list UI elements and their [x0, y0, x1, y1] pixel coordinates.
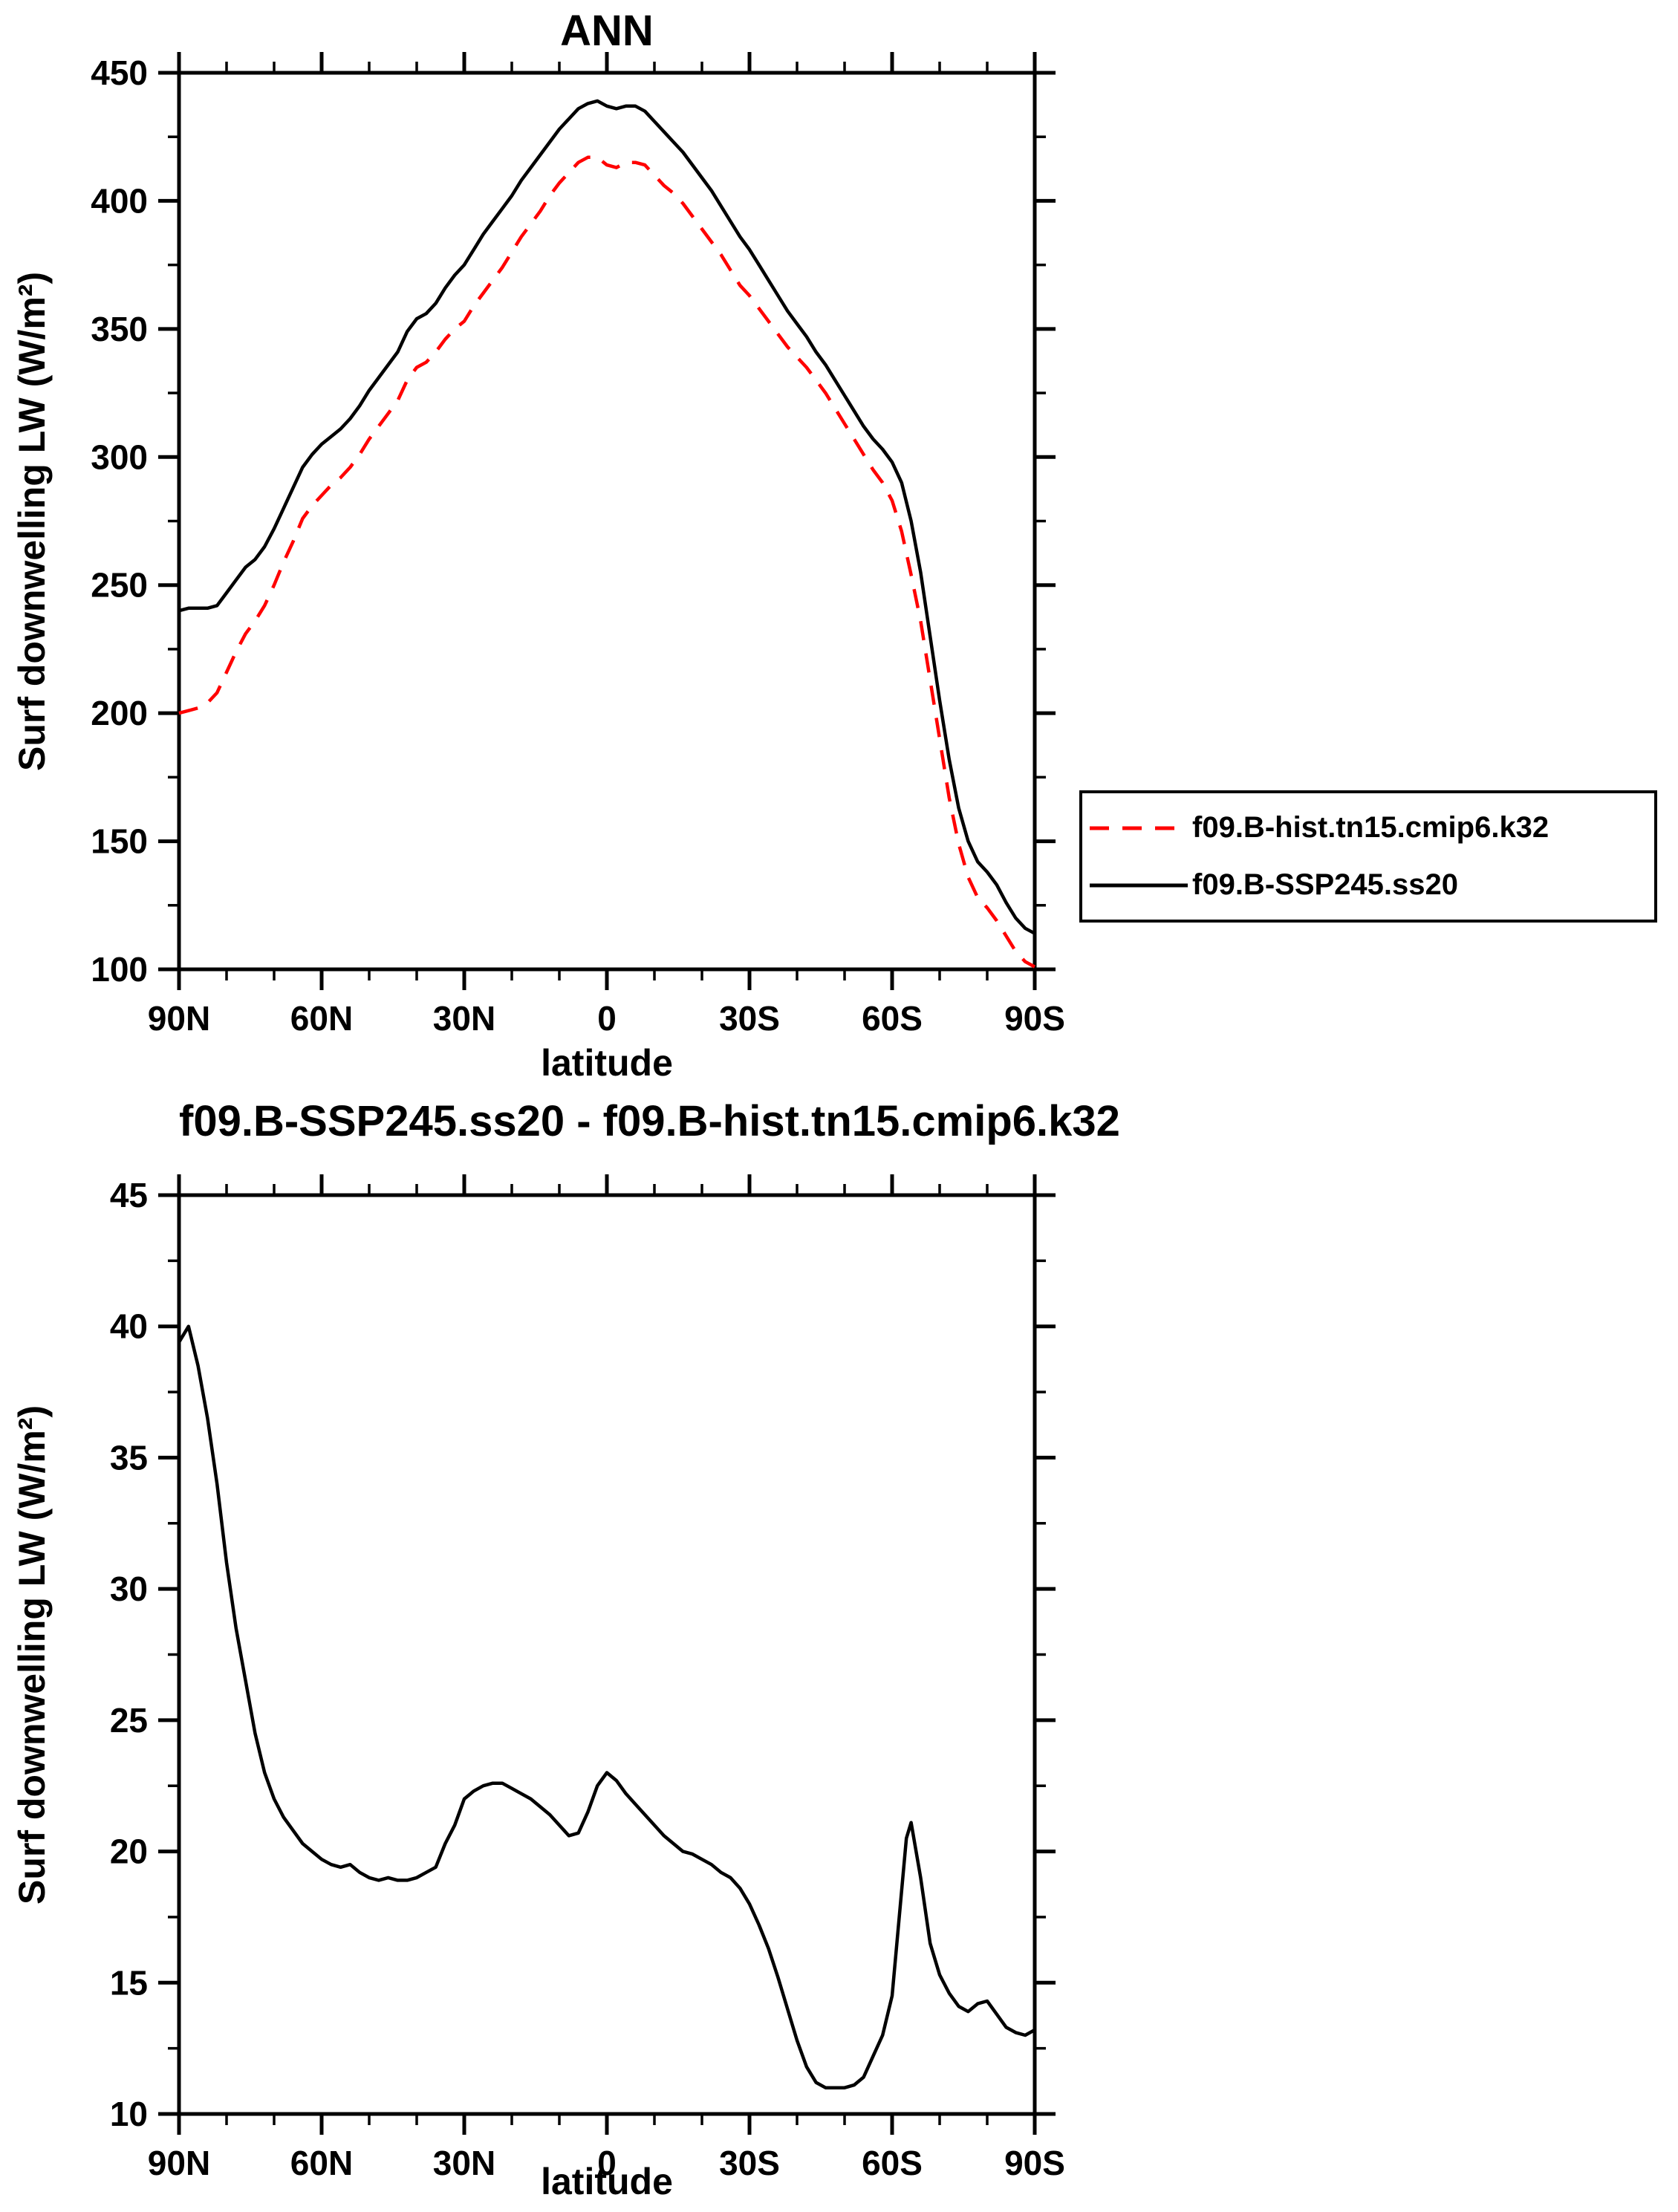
svg-text:30S: 30S	[719, 2144, 780, 2182]
svg-text:100: 100	[91, 950, 148, 989]
svg-text:250: 250	[91, 566, 148, 605]
svg-text:60N: 60N	[290, 2144, 353, 2182]
svg-text:30N: 30N	[433, 999, 495, 1038]
svg-text:350: 350	[91, 310, 148, 348]
svg-text:90S: 90S	[1004, 999, 1065, 1038]
svg-text:0: 0	[597, 999, 617, 1038]
legend-row-hist: f09.B-hist.tn15.cmip6.k32	[1090, 811, 1647, 845]
difference-chart-x-axis-label: latitude	[541, 2161, 673, 2202]
difference-chart-y-axis-label: Surf downwelling LW (W/m²)	[11, 1405, 53, 1904]
svg-text:0: 0	[597, 2144, 617, 2182]
svg-text:150: 150	[91, 822, 148, 861]
svg-text:60S: 60S	[862, 2144, 923, 2182]
legend-solid-black-line-sample	[1090, 883, 1188, 887]
svg-text:10: 10	[110, 2095, 148, 2133]
svg-text:30: 30	[110, 1569, 148, 1608]
svg-text:450: 450	[91, 53, 148, 92]
ann-chart-title: ANN	[560, 7, 654, 55]
ann-chart-y-axis-label: Surf downwelling LW (W/m²)	[11, 271, 53, 771]
ann-chart-x-axis-label: latitude	[541, 1042, 673, 1084]
svg-text:15: 15	[110, 1963, 148, 2002]
svg-text:200: 200	[91, 694, 148, 732]
svg-text:400: 400	[91, 181, 148, 220]
difference-chart-plot-area: 90N 60N 30N 0 30S 60S 90S 10 15 20 25 30 35 40 45	[110, 1174, 1065, 2182]
svg-text:60N: 60N	[290, 999, 353, 1038]
legend: f09.B-hist.tn15.cmip6.k32 f09.B-SSP245.s…	[1079, 790, 1657, 923]
svg-text:60S: 60S	[862, 999, 923, 1038]
difference-chart-title: f09.B-SSP245.ss20 - f09.B-hist.tn15.cmip…	[179, 1097, 1120, 1145]
svg-text:300: 300	[91, 437, 148, 476]
legend-dashed-red-line-sample	[1090, 826, 1188, 830]
svg-text:20: 20	[110, 1832, 148, 1871]
svg-text:90N: 90N	[148, 999, 210, 1038]
svg-text:90N: 90N	[148, 2144, 210, 2182]
svg-text:35: 35	[110, 1438, 148, 1477]
svg-text:30N: 30N	[433, 2144, 495, 2182]
legend-label-ssp245: f09.B-SSP245.ss20	[1192, 868, 1459, 901]
svg-text:30S: 30S	[719, 999, 780, 1038]
svg-text:25: 25	[110, 1701, 148, 1740]
legend-row-ssp245: f09.B-SSP245.ss20	[1090, 868, 1647, 902]
svg-text:45: 45	[110, 1176, 148, 1214]
legend-label-hist: f09.B-hist.tn15.cmip6.k32	[1192, 811, 1549, 844]
svg-text:40: 40	[110, 1307, 148, 1346]
svg-text:90S: 90S	[1004, 2144, 1065, 2182]
ann-chart-plot-area: 90N 60N 30N 0 30S 60S 90S 100 150 200 250 300 350 400…	[91, 52, 1065, 1038]
